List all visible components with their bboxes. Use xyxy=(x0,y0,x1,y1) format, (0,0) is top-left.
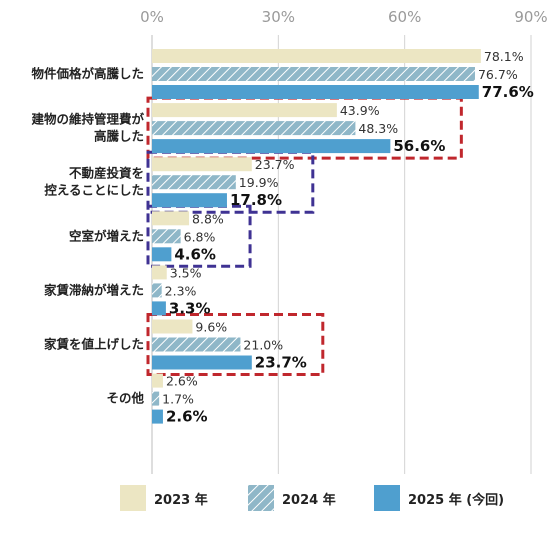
bar xyxy=(152,355,252,370)
bar xyxy=(152,211,190,226)
bar xyxy=(152,283,162,298)
value-label: 2.3% xyxy=(165,283,197,298)
legend-label: 2025 年 (今回) xyxy=(408,492,504,508)
value-label: 56.6% xyxy=(393,137,445,155)
bar xyxy=(152,229,181,244)
category-label: 高騰した xyxy=(94,129,144,144)
value-label: 48.3% xyxy=(358,121,398,136)
value-label: 2.6% xyxy=(166,408,208,426)
value-label: 76.7% xyxy=(478,67,518,82)
category-label: 家賃を値上げした xyxy=(44,337,144,352)
bar xyxy=(152,49,481,63)
value-label: 17.8% xyxy=(230,191,282,209)
legend-swatch xyxy=(120,485,146,511)
category-label: 家賃滞納が増えた xyxy=(44,282,144,297)
category-labels: 物件価格が高騰した建物の維持管理費が高騰した不動産投資を控えることにした空室が増… xyxy=(31,66,144,406)
value-label: 21.0% xyxy=(243,338,283,353)
value-label: 6.8% xyxy=(184,229,216,244)
bars xyxy=(152,49,481,424)
bar xyxy=(152,175,236,190)
legend-label: 2024 年 xyxy=(282,492,336,508)
highlight-box xyxy=(146,313,325,376)
value-label: 1.7% xyxy=(162,392,194,407)
legend: 2023 年 2024 年 2025 年 (今回) xyxy=(120,485,504,511)
category-label: 空室が増えた xyxy=(69,228,144,243)
value-label: 77.6% xyxy=(482,83,534,101)
value-label: 9.6% xyxy=(195,320,227,335)
bar xyxy=(152,301,166,316)
bar xyxy=(152,139,391,154)
value-label: 3.3% xyxy=(169,299,211,317)
value-label: 19.9% xyxy=(239,175,279,190)
bar xyxy=(152,157,252,172)
category-label: 物件価格が高騰した xyxy=(31,66,144,81)
bar xyxy=(152,247,172,262)
x-tick-label: 30% xyxy=(262,8,295,26)
category-label: その他 xyxy=(106,391,144,406)
legend-swatch xyxy=(374,485,400,511)
legend-label: 2023 年 xyxy=(154,492,208,508)
bar xyxy=(152,319,193,334)
x-tick-label: 90% xyxy=(514,8,547,26)
value-labels: 78.1% 76.7%77.6% 43.9% 48.3%56.6% 23.7% 19.9%… xyxy=(162,49,534,426)
value-label: 2.6% xyxy=(166,374,198,389)
x-tick-label: 0% xyxy=(140,8,164,26)
legend-swatch xyxy=(248,485,274,511)
bar xyxy=(152,85,479,99)
category-label: 控えることにした xyxy=(44,183,144,198)
value-label: 23.7% xyxy=(255,354,307,372)
bar xyxy=(152,265,167,280)
bar xyxy=(152,337,241,352)
highlight-box xyxy=(146,204,252,268)
bar xyxy=(152,391,160,406)
x-tick-label: 60% xyxy=(388,8,421,26)
value-label: 8.8% xyxy=(192,211,224,226)
bar xyxy=(152,193,227,208)
bar xyxy=(152,373,163,388)
bar xyxy=(152,67,475,81)
bar xyxy=(152,121,356,136)
x-tick-labels: 0% 30% 60% 90% xyxy=(140,8,548,26)
value-label: 3.5% xyxy=(170,265,202,280)
value-label: 43.9% xyxy=(340,103,380,118)
value-label: 78.1% xyxy=(484,49,524,64)
bar xyxy=(152,409,163,424)
value-label: 23.7% xyxy=(255,157,295,172)
category-label: 建物の維持管理費が xyxy=(31,112,144,127)
value-label: 4.6% xyxy=(174,245,216,263)
bar xyxy=(152,103,337,118)
category-label: 不動産投資を xyxy=(69,166,144,181)
